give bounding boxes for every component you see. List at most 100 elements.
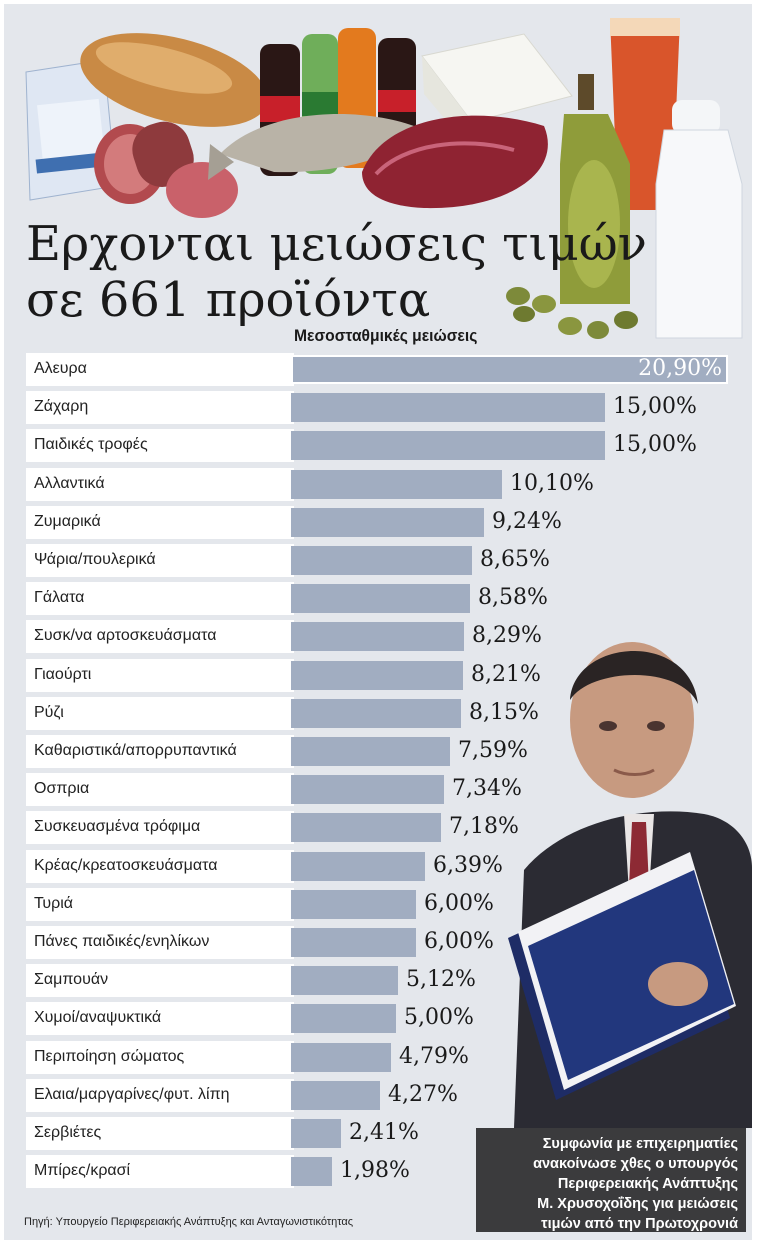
category-label: Οσπρια bbox=[34, 780, 90, 797]
bar bbox=[291, 775, 444, 804]
category-label: Τυριά bbox=[34, 895, 74, 912]
value-label: 5,12% bbox=[406, 967, 476, 992]
value-label: 6,00% bbox=[424, 929, 494, 954]
category-label: Γάλατα bbox=[34, 589, 85, 606]
value-label: 6,39% bbox=[433, 853, 503, 878]
category-row: Σερβιέτες bbox=[26, 1117, 294, 1150]
category-label: Καθαριστικά/απορρυπαντικά bbox=[34, 742, 237, 759]
chart-subtitle: Μεσοσταθμικές μειώσεις bbox=[294, 326, 478, 345]
category-label: Σαμπουάν bbox=[34, 971, 109, 988]
bar bbox=[291, 813, 441, 842]
bar bbox=[291, 661, 463, 690]
bar bbox=[291, 928, 416, 957]
value-label: 8,21% bbox=[471, 662, 541, 687]
value-label: 15,00% bbox=[613, 394, 697, 419]
category-row: Χυμοί/αναψυκτικά bbox=[26, 1002, 294, 1035]
category-row: Γιαούρτι bbox=[26, 659, 294, 692]
caption-line: Περιφερειακής Ανάπτυξης bbox=[557, 1176, 738, 1192]
category-label: Γιαούρτι bbox=[34, 666, 92, 683]
bar bbox=[291, 546, 472, 575]
minister-photo bbox=[508, 642, 752, 1128]
bar bbox=[291, 431, 605, 460]
caption-line: Συμφωνία με επιχειρηματίες bbox=[542, 1136, 738, 1152]
category-label: Χυμοί/αναψυκτικά bbox=[34, 1009, 162, 1026]
value-label: 4,27% bbox=[388, 1082, 458, 1107]
bar bbox=[291, 737, 450, 766]
category-row: Ψάρια/πουλερικά bbox=[26, 544, 294, 577]
category-row: Αλευρα bbox=[26, 353, 294, 386]
value-label: 5,00% bbox=[404, 1005, 474, 1030]
category-row: Σαμπουάν bbox=[26, 964, 294, 997]
value-label: 7,18% bbox=[449, 814, 519, 839]
category-label: Ζυμαρικά bbox=[34, 513, 101, 530]
category-label: Περιποίηση σώματος bbox=[34, 1048, 185, 1065]
bar bbox=[291, 966, 398, 995]
headline-line-1: Ερχονται μειώσεις τιμών bbox=[26, 216, 647, 272]
category-row: Ζάχαρη bbox=[26, 391, 294, 424]
category-label: Πάνες παιδικές/ενηλίκων bbox=[34, 933, 210, 950]
bar bbox=[291, 1004, 396, 1033]
bar bbox=[291, 1119, 341, 1148]
category-row: Μπίρες/κρασί bbox=[26, 1155, 294, 1188]
category-row: Συσκευασμένα τρόφιμα bbox=[26, 811, 294, 844]
value-label: 15,00% bbox=[613, 432, 697, 457]
category-row: Γάλατα bbox=[26, 582, 294, 615]
category-row: Συσκ/να αρτοσκευάσματα bbox=[26, 620, 294, 653]
bar bbox=[291, 1157, 332, 1186]
caption-line: Μ. Χρυσοχοΐδης για μειώσεις bbox=[537, 1196, 738, 1212]
bar bbox=[291, 393, 605, 422]
category-label: Ζάχαρη bbox=[34, 398, 89, 415]
bar bbox=[291, 470, 502, 499]
category-label: Μπίρες/κρασί bbox=[34, 1162, 131, 1179]
category-row: Τυριά bbox=[26, 888, 294, 921]
bar bbox=[291, 1081, 380, 1110]
category-row: Περιποίηση σώματος bbox=[26, 1041, 294, 1074]
bar bbox=[291, 622, 464, 651]
value-label: 8,65% bbox=[480, 547, 550, 572]
headline-line-2: σε 661 προϊόντα bbox=[26, 272, 431, 328]
headline: Ερχονται μειώσεις τιμών σε 661 προϊόντα bbox=[26, 216, 647, 328]
value-label: 20,90% bbox=[638, 356, 722, 381]
food-products-photo bbox=[25, 18, 743, 339]
source-note: Πηγή: Υπουργείο Περιφερειακής Ανάπτυξης … bbox=[24, 1216, 354, 1228]
caption-line: τιμών από την Πρωτοχρονιά bbox=[541, 1216, 738, 1232]
category-label: Συσκευασμένα τρόφιμα bbox=[34, 818, 201, 835]
category-row: Παιδικές τροφές bbox=[26, 429, 294, 462]
category-label: Ψάρια/πουλερικά bbox=[34, 551, 156, 568]
category-row: Καθαριστικά/απορρυπαντικά bbox=[26, 735, 294, 768]
value-label: 7,59% bbox=[458, 738, 528, 763]
category-label: Κρέας/κρεατοσκευάσματα bbox=[34, 857, 218, 874]
category-row: Πάνες παιδικές/ενηλίκων bbox=[26, 926, 294, 959]
bar bbox=[291, 699, 461, 728]
bar bbox=[291, 508, 484, 537]
bar bbox=[291, 890, 416, 919]
category-row: Ελαια/μαργαρίνες/φυτ. λίπη bbox=[26, 1079, 294, 1112]
value-label: 8,15% bbox=[469, 700, 539, 725]
value-label: 9,24% bbox=[492, 509, 562, 534]
value-label: 7,34% bbox=[452, 776, 522, 801]
category-row: Οσπρια bbox=[26, 773, 294, 806]
infographic: Ερχονται μειώσεις τιμών σε 661 προϊόντα … bbox=[4, 4, 752, 1240]
category-row: Ρύζι bbox=[26, 697, 294, 730]
category-row: Ζυμαρικά bbox=[26, 506, 294, 539]
category-row: Αλλαντικά bbox=[26, 468, 294, 501]
value-label: 6,00% bbox=[424, 891, 494, 916]
category-label: Ρύζι bbox=[34, 704, 64, 721]
category-label: Σερβιέτες bbox=[34, 1124, 102, 1141]
photo-caption: Συμφωνία με επιχειρηματίες ανακοίνωσε χθ… bbox=[476, 1128, 746, 1232]
caption-line: ανακοίνωσε χθες ο υπουργός bbox=[533, 1156, 738, 1172]
bar bbox=[291, 1043, 391, 1072]
category-label: Αλλαντικά bbox=[34, 475, 105, 492]
category-label: Συσκ/να αρτοσκευάσματα bbox=[34, 627, 217, 644]
category-label: Παιδικές τροφές bbox=[34, 436, 148, 453]
value-label: 8,29% bbox=[472, 623, 542, 648]
bar bbox=[291, 852, 425, 881]
bar bbox=[291, 355, 728, 384]
value-label: 8,58% bbox=[478, 585, 548, 610]
value-label: 2,41% bbox=[349, 1120, 419, 1145]
value-label: 4,79% bbox=[399, 1044, 469, 1069]
category-label: Ελαια/μαργαρίνες/φυτ. λίπη bbox=[34, 1086, 230, 1103]
category-label: Αλευρα bbox=[34, 360, 87, 377]
value-label: 10,10% bbox=[510, 471, 594, 496]
category-row: Κρέας/κρεατοσκευάσματα bbox=[26, 850, 294, 883]
